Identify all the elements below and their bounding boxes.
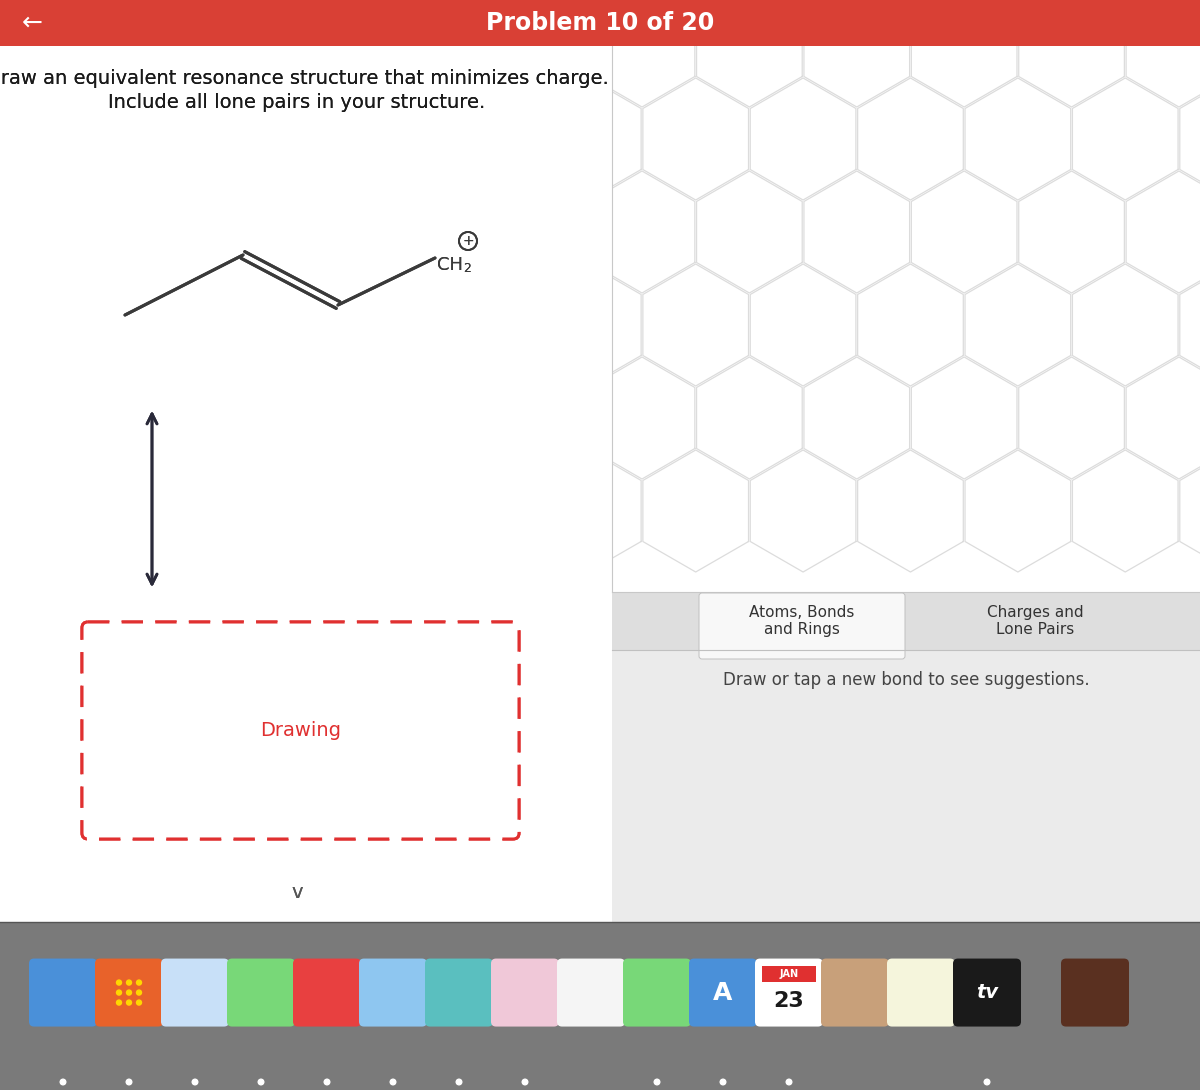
FancyBboxPatch shape bbox=[612, 650, 1200, 920]
Text: +: + bbox=[462, 234, 474, 249]
Text: JAN: JAN bbox=[780, 969, 798, 979]
FancyBboxPatch shape bbox=[0, 46, 612, 922]
FancyBboxPatch shape bbox=[0, 843, 612, 922]
Circle shape bbox=[126, 980, 132, 985]
Text: ←: ← bbox=[22, 11, 43, 35]
FancyBboxPatch shape bbox=[887, 958, 955, 1027]
Circle shape bbox=[137, 990, 142, 995]
Text: v: v bbox=[292, 884, 302, 903]
FancyBboxPatch shape bbox=[612, 920, 1200, 922]
Text: Draw or tap a new bond to see suggestions.: Draw or tap a new bond to see suggestion… bbox=[722, 671, 1090, 689]
FancyBboxPatch shape bbox=[82, 622, 520, 839]
Text: Drawing: Drawing bbox=[260, 720, 341, 740]
FancyBboxPatch shape bbox=[425, 958, 493, 1027]
Text: Draw an equivalent resonance structure that minimizes charge.: Draw an equivalent resonance structure t… bbox=[0, 69, 608, 87]
Text: Drawing: Drawing bbox=[260, 720, 341, 740]
Text: Include all lone pairs in your structure.: Include all lone pairs in your structure… bbox=[108, 93, 486, 111]
FancyBboxPatch shape bbox=[161, 958, 229, 1027]
Text: CH: CH bbox=[437, 256, 463, 274]
Circle shape bbox=[126, 990, 132, 995]
Circle shape bbox=[324, 1079, 330, 1085]
Circle shape bbox=[390, 1079, 396, 1085]
FancyBboxPatch shape bbox=[953, 958, 1021, 1027]
FancyBboxPatch shape bbox=[689, 958, 757, 1027]
Circle shape bbox=[786, 1079, 792, 1085]
Circle shape bbox=[116, 990, 121, 995]
FancyBboxPatch shape bbox=[359, 958, 427, 1027]
Text: Atoms, Bonds
and Rings: Atoms, Bonds and Rings bbox=[749, 605, 854, 638]
FancyBboxPatch shape bbox=[762, 966, 816, 982]
Text: Include all lone pairs in your structure.: Include all lone pairs in your structure… bbox=[108, 93, 486, 111]
Circle shape bbox=[720, 1079, 726, 1085]
Circle shape bbox=[654, 1079, 660, 1085]
Text: CH: CH bbox=[437, 256, 463, 274]
FancyBboxPatch shape bbox=[293, 958, 361, 1027]
FancyBboxPatch shape bbox=[227, 958, 295, 1027]
Text: v: v bbox=[292, 884, 302, 903]
Circle shape bbox=[258, 1079, 264, 1085]
FancyBboxPatch shape bbox=[612, 592, 1200, 650]
Circle shape bbox=[192, 1079, 198, 1085]
FancyBboxPatch shape bbox=[698, 593, 905, 659]
Text: 23: 23 bbox=[774, 991, 804, 1010]
FancyBboxPatch shape bbox=[491, 958, 559, 1027]
FancyBboxPatch shape bbox=[755, 958, 823, 1027]
Circle shape bbox=[126, 1000, 132, 1005]
Text: tv: tv bbox=[976, 983, 998, 1002]
Circle shape bbox=[522, 1079, 528, 1085]
Circle shape bbox=[60, 1079, 66, 1085]
Text: Charges and
Lone Pairs: Charges and Lone Pairs bbox=[988, 605, 1084, 638]
Text: Draw an equivalent resonance structure that minimizes charge.: Draw an equivalent resonance structure t… bbox=[0, 69, 608, 87]
Circle shape bbox=[456, 1079, 462, 1085]
FancyBboxPatch shape bbox=[760, 964, 818, 1021]
Text: Problem 10 of 20: Problem 10 of 20 bbox=[486, 11, 714, 35]
FancyBboxPatch shape bbox=[623, 958, 691, 1027]
Circle shape bbox=[984, 1079, 990, 1085]
Circle shape bbox=[116, 1000, 121, 1005]
FancyBboxPatch shape bbox=[29, 958, 97, 1027]
Text: 2: 2 bbox=[463, 263, 470, 276]
FancyBboxPatch shape bbox=[557, 958, 625, 1027]
FancyBboxPatch shape bbox=[821, 958, 889, 1027]
Circle shape bbox=[116, 980, 121, 985]
FancyBboxPatch shape bbox=[0, 46, 612, 1090]
Text: +: + bbox=[462, 234, 474, 249]
FancyBboxPatch shape bbox=[0, 922, 1200, 1090]
Text: 2: 2 bbox=[463, 263, 470, 276]
FancyBboxPatch shape bbox=[0, 0, 1200, 46]
Text: A: A bbox=[713, 981, 733, 1005]
Circle shape bbox=[137, 1000, 142, 1005]
FancyBboxPatch shape bbox=[1061, 958, 1129, 1027]
FancyBboxPatch shape bbox=[612, 46, 1200, 592]
FancyBboxPatch shape bbox=[95, 958, 163, 1027]
Circle shape bbox=[126, 1079, 132, 1085]
FancyBboxPatch shape bbox=[82, 622, 520, 839]
Circle shape bbox=[137, 980, 142, 985]
